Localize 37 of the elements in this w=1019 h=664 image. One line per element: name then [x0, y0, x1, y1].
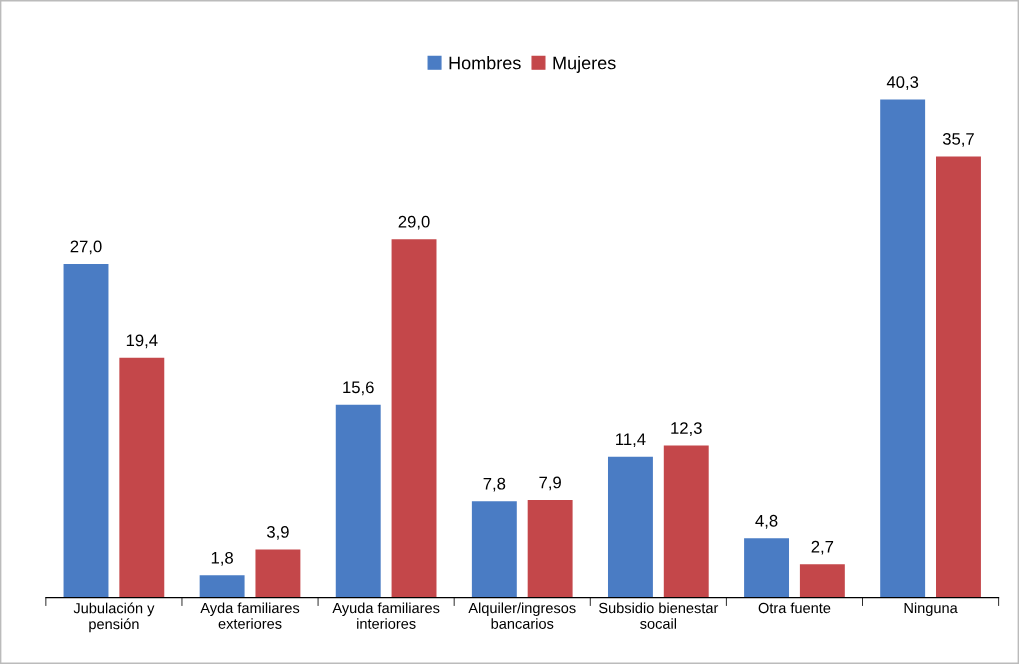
bar [471, 501, 517, 598]
bar [255, 549, 301, 598]
x-tick-label: Otra fuente [758, 602, 831, 614]
data-label: 35,7 [942, 133, 974, 147]
data-label: 4,8 [755, 514, 778, 529]
x-tick-label: Alquiler/ingresos bancarios [468, 602, 576, 629]
bar [607, 456, 653, 598]
x-tick-label: Ayuda familiares interiores [332, 602, 440, 629]
data-label: 7,9 [539, 476, 561, 491]
bar [527, 499, 573, 598]
data-label: 27,0 [70, 240, 102, 255]
data-label: 15,6 [343, 381, 374, 396]
data-label: 19,4 [126, 334, 158, 349]
bar [744, 538, 790, 598]
legend-label: Hombres [449, 56, 521, 70]
bar [391, 239, 437, 598]
x-tick-label: Subsidio bienestar socail [599, 602, 719, 629]
bar [335, 404, 381, 598]
bar [119, 357, 165, 598]
data-label: 29,0 [398, 215, 430, 230]
bar [663, 445, 709, 598]
data-label: 11,4 [616, 433, 646, 448]
bar [799, 564, 845, 598]
data-label: 40,3 [886, 76, 919, 90]
bar [936, 156, 981, 598]
data-label: 3,9 [266, 525, 289, 540]
bar [880, 99, 926, 598]
data-label: 7,8 [483, 477, 506, 492]
x-tick-label: Jubulación y pensión [73, 602, 155, 633]
x-tick-label: Ayda familiares exteriores [200, 602, 300, 629]
x-tick-label: Ninguna [904, 602, 958, 617]
data-label: 2,7 [811, 540, 834, 555]
data-label: 12,3 [671, 422, 702, 436]
data-label: 1,8 [211, 551, 233, 566]
bar [63, 263, 109, 598]
legend-label: Mujeres [553, 56, 616, 73]
bar [199, 575, 245, 598]
